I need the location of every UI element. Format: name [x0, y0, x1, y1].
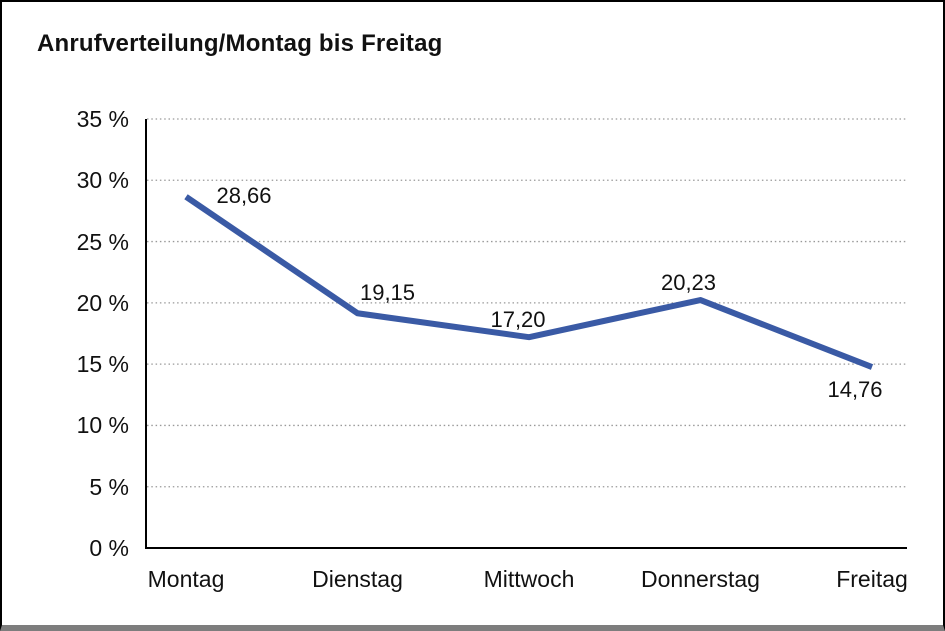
y-tick-label: 35 % — [76, 106, 129, 132]
point-value-label: 19,15 — [359, 280, 416, 306]
y-tick-label: 15 % — [76, 351, 129, 378]
x-tick-label: Montag — [147, 566, 225, 592]
x-tick-label: Mittwoch — [483, 566, 575, 592]
x-tick-label: Dienstag — [312, 566, 403, 592]
point-value-label: 17,20 — [490, 307, 546, 333]
point-value-label: 28,66 — [216, 182, 272, 208]
x-tick-label: Freitag — [836, 566, 908, 592]
y-tick-label: 30 % — [76, 167, 129, 194]
point-value-label: 14,76 — [827, 377, 883, 403]
y-tick-label: 10 % — [76, 412, 129, 439]
chart-title: Anrufverteilung/Montag bis Freitag — [37, 30, 443, 57]
y-tick-label: 20 % — [76, 289, 129, 316]
point-value-label: 20,23 — [660, 270, 717, 296]
data-line — [184, 194, 874, 370]
x-tick-label: Donnerstag — [641, 566, 760, 592]
y-tick-label: 25 % — [76, 228, 129, 255]
y-tick-label: 0 % — [89, 535, 129, 561]
y-tick-label: 5 % — [89, 473, 129, 500]
